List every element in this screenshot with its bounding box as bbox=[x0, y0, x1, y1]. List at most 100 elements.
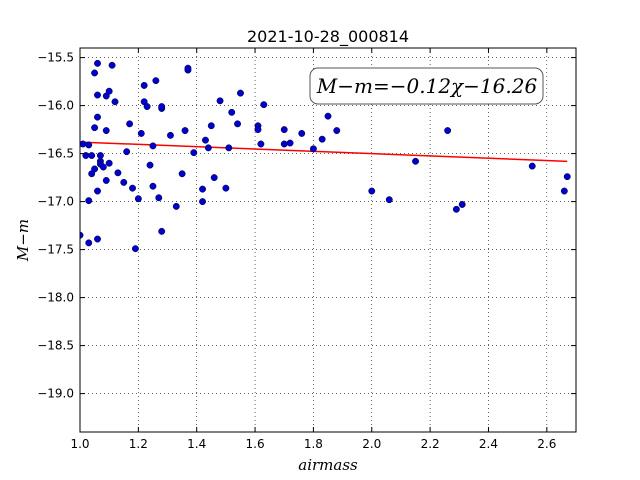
data-point bbox=[123, 148, 131, 156]
fit-annotation-box: M−m=−0.12χ−16.26 bbox=[309, 67, 544, 105]
data-point bbox=[94, 235, 101, 243]
data-point bbox=[324, 112, 332, 120]
data-point bbox=[452, 205, 460, 213]
x-tick-label: 2.6 bbox=[537, 437, 556, 451]
data-point bbox=[105, 159, 113, 167]
data-point bbox=[280, 126, 288, 134]
y-tick-label: −16.5 bbox=[37, 147, 74, 161]
data-point bbox=[560, 187, 568, 195]
data-point bbox=[237, 89, 244, 97]
data-point bbox=[91, 124, 99, 132]
data-point bbox=[131, 245, 139, 253]
data-point bbox=[149, 142, 157, 150]
data-point bbox=[126, 120, 134, 128]
data-point bbox=[528, 162, 536, 170]
y-tick-label: −18.0 bbox=[37, 291, 74, 305]
y-tick-label: −17.5 bbox=[37, 243, 74, 257]
data-point bbox=[111, 98, 119, 106]
data-point bbox=[444, 127, 452, 135]
x-tick-label: 1.8 bbox=[304, 437, 323, 451]
data-point bbox=[318, 135, 326, 143]
data-point bbox=[146, 161, 154, 169]
data-point bbox=[88, 152, 96, 159]
x-tick-label: 1.4 bbox=[187, 437, 206, 451]
data-point bbox=[207, 122, 215, 130]
data-point bbox=[298, 129, 306, 137]
data-point bbox=[102, 177, 110, 184]
data-point bbox=[412, 157, 419, 165]
data-point bbox=[108, 61, 116, 69]
data-point bbox=[234, 120, 242, 128]
data-point bbox=[216, 97, 224, 105]
fit-line bbox=[80, 141, 568, 163]
data-point bbox=[286, 139, 294, 147]
data-point bbox=[199, 185, 206, 193]
data-point bbox=[199, 198, 206, 206]
x-tick-label: 1.0 bbox=[70, 437, 89, 451]
x-tick-label: 1.2 bbox=[129, 437, 148, 451]
data-point bbox=[158, 103, 166, 111]
data-point bbox=[228, 108, 236, 116]
data-point bbox=[385, 196, 393, 204]
data-point bbox=[120, 178, 128, 186]
data-point bbox=[368, 187, 376, 195]
data-point bbox=[222, 184, 230, 192]
data-point bbox=[91, 69, 99, 77]
plot-area bbox=[80, 48, 576, 432]
data-point bbox=[94, 91, 101, 99]
data-point bbox=[114, 169, 122, 177]
y-tick-label: −18.5 bbox=[37, 339, 74, 353]
data-point bbox=[94, 59, 101, 67]
y-tick-label: −17.0 bbox=[37, 195, 74, 209]
data-point bbox=[210, 174, 218, 182]
x-axis-ticks: 1.0 1.2 1.4 1.6 1.8 2.0 2.2 2.4 2.6 bbox=[70, 48, 556, 451]
data-point bbox=[94, 113, 101, 121]
data-point bbox=[105, 87, 113, 95]
data-point bbox=[204, 144, 212, 152]
data-point bbox=[184, 64, 192, 72]
data-point bbox=[166, 131, 174, 139]
data-point bbox=[96, 152, 104, 159]
data-point bbox=[190, 149, 198, 157]
grid-lines bbox=[79, 48, 576, 432]
data-point bbox=[280, 140, 288, 148]
data-point bbox=[563, 173, 571, 181]
data-point bbox=[458, 201, 466, 208]
data-point bbox=[225, 144, 233, 152]
data-point bbox=[137, 129, 145, 137]
x-tick-label: 2.0 bbox=[362, 437, 381, 451]
chart-title: 2021-10-28_000814 bbox=[247, 27, 409, 47]
data-point bbox=[152, 77, 160, 85]
data-point bbox=[94, 187, 101, 195]
y-axis-ticks: −15.5 −16.0 −16.5 −17.0 −17.5 −18.0 −18.5 −19.0 bbox=[37, 51, 576, 401]
y-tick-label: −19.0 bbox=[37, 387, 74, 401]
data-point bbox=[181, 127, 189, 135]
data-point bbox=[149, 182, 157, 190]
data-point bbox=[333, 127, 341, 135]
data-point bbox=[85, 239, 93, 247]
y-tick-label: −16.0 bbox=[37, 99, 74, 113]
data-point bbox=[99, 163, 107, 171]
x-tick-label: 2.4 bbox=[479, 437, 498, 451]
data-point bbox=[257, 140, 265, 148]
x-axis-label: airmass bbox=[298, 456, 358, 474]
data-point bbox=[260, 101, 268, 109]
data-point bbox=[254, 126, 262, 134]
data-point bbox=[172, 202, 180, 210]
data-point bbox=[155, 194, 163, 202]
data-point bbox=[134, 195, 142, 203]
fit-equation: M−m=−0.12χ−16.26 bbox=[316, 74, 538, 98]
data-point bbox=[158, 227, 166, 235]
data-point bbox=[80, 140, 87, 148]
data-points bbox=[80, 59, 571, 253]
data-point bbox=[129, 184, 136, 192]
data-point bbox=[309, 145, 317, 153]
x-tick-label: 1.6 bbox=[246, 437, 265, 451]
data-point bbox=[91, 165, 99, 173]
data-point bbox=[143, 103, 151, 111]
y-tick-label: −15.5 bbox=[37, 51, 74, 65]
data-point bbox=[140, 81, 148, 89]
fit-line-group bbox=[80, 141, 568, 163]
plot-frame bbox=[79, 47, 577, 433]
data-point bbox=[85, 197, 93, 205]
